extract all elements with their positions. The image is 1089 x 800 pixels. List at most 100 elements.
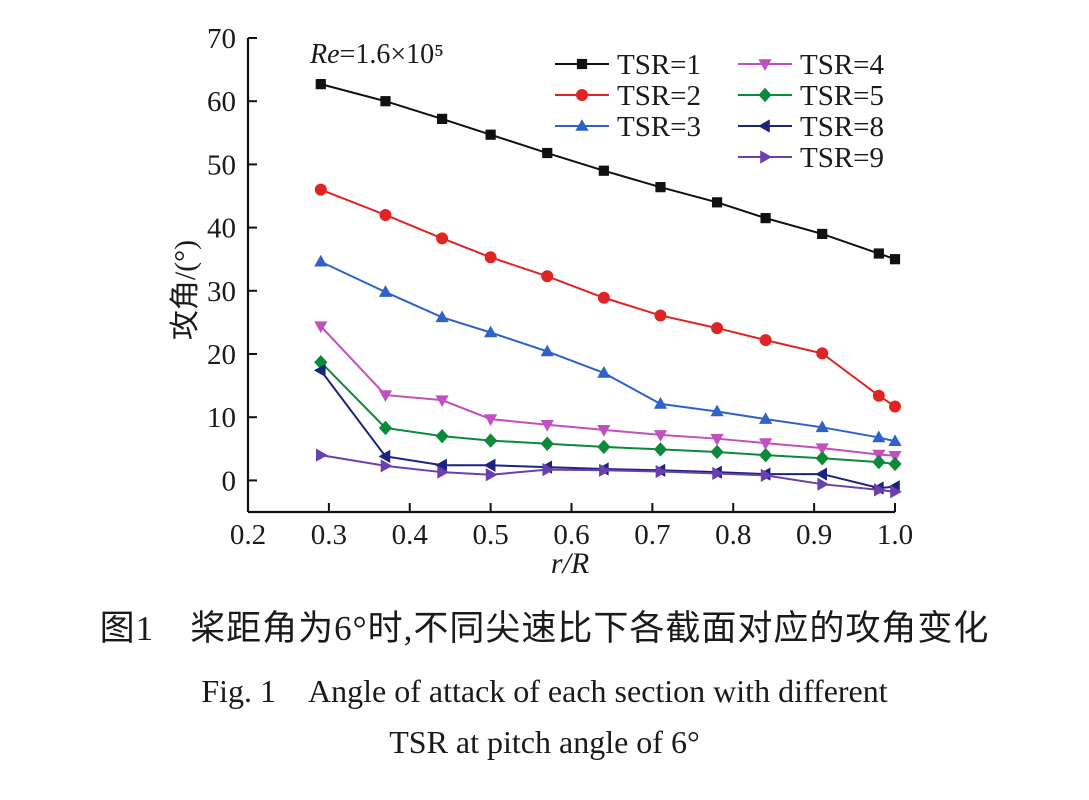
data-point (435, 395, 449, 408)
legend-label: TSR=8 (800, 111, 884, 143)
series-tsr-3 (314, 254, 902, 447)
x-tick-label: 0.2 (230, 519, 266, 551)
series-line (319, 369, 896, 489)
data-point (759, 334, 772, 347)
data-point (435, 428, 449, 444)
data-point (540, 436, 554, 451)
data-point (315, 448, 328, 462)
series-layer (313, 79, 902, 499)
axes: 0.2 0.3 0.4 0.5 0.6 0.7 0.8 0.9 1.0 0 10 20 30 40 50 60… (207, 23, 913, 551)
data-point (597, 291, 610, 304)
series-line (320, 188, 896, 408)
chart: 0.2 0.3 0.4 0.5 0.6 0.7 0.8 0.9 1.0 0 10 20 30 40 50 60… (169, 23, 913, 580)
data-point (653, 430, 668, 442)
data-point (711, 197, 723, 208)
data-point (710, 444, 724, 460)
y-tick-label: 0 (222, 465, 237, 497)
data-point (484, 325, 498, 338)
data-point (816, 347, 829, 360)
figure-caption-english-line2: TSR at pitch angle of 6° (389, 724, 700, 760)
x-axis-label: r/R (551, 547, 589, 580)
data-point (759, 447, 773, 463)
data-point (378, 390, 393, 402)
data-point (654, 309, 667, 322)
legend-item: TSR=9 (738, 142, 884, 174)
data-point (711, 322, 724, 335)
data-point (759, 438, 773, 451)
figure-caption-english-line1: Fig. 1 Angle of attack of each section w… (201, 673, 888, 709)
reynolds-annotation: Re=1.6×10⁵ (309, 39, 444, 70)
data-point (760, 213, 771, 224)
data-point (758, 59, 772, 71)
data-point (314, 183, 327, 196)
data-point (435, 458, 447, 472)
series-line (320, 325, 896, 457)
data-point (378, 285, 393, 297)
data-point (597, 439, 611, 455)
data-point (890, 485, 902, 499)
data-point (653, 397, 668, 409)
y-tick-label: 50 (207, 149, 236, 181)
data-point (485, 129, 496, 140)
x-tick-label: 0.7 (634, 519, 670, 551)
y-axis-label: 攻角/(°) (169, 240, 202, 340)
x-tick-label: 1.0 (877, 519, 913, 551)
series-tsr-9 (315, 448, 902, 499)
data-point (597, 425, 611, 437)
data-point (815, 467, 828, 481)
legend-label: TSR=5 (800, 80, 884, 112)
data-point (314, 355, 328, 370)
data-point (760, 468, 773, 482)
data-point (712, 466, 724, 481)
data-point (380, 459, 393, 473)
data-point (758, 119, 770, 133)
data-point (314, 321, 328, 334)
data-point (888, 456, 902, 472)
data-point (576, 89, 588, 101)
data-point (815, 451, 829, 466)
data-point (597, 366, 611, 378)
legend-label: TSR=1 (617, 49, 701, 81)
data-point (873, 248, 884, 259)
legend-item: TSR=1 (555, 49, 701, 81)
x-tick-label: 0.9 (796, 519, 832, 551)
data-point (759, 412, 773, 424)
data-point (485, 468, 498, 482)
data-point (541, 270, 554, 283)
data-point (889, 254, 901, 265)
series-tsr-1 (315, 79, 901, 265)
legend-label: TSR=3 (617, 111, 701, 143)
data-point (483, 458, 496, 472)
legend-label: TSR=4 (800, 49, 885, 81)
data-point (540, 344, 554, 357)
data-point (437, 113, 448, 124)
data-point (435, 310, 449, 323)
legend-item: TSR=8 (738, 111, 884, 143)
data-point (598, 165, 609, 176)
data-point (378, 420, 393, 436)
data-point (872, 430, 886, 443)
series-tsr-4 (314, 321, 902, 463)
data-point (888, 434, 902, 447)
y-tick-label: 60 (207, 86, 236, 118)
y-tick-label: 30 (207, 276, 236, 308)
legend-label: TSR=9 (800, 142, 884, 174)
series-line (320, 260, 896, 443)
data-point (484, 251, 497, 264)
data-point (314, 254, 328, 267)
series-line (320, 361, 896, 465)
x-tick-label: 0.6 (553, 519, 589, 551)
series-tsr-5 (314, 355, 902, 472)
data-point (874, 483, 886, 497)
series-line (320, 454, 896, 493)
data-point (817, 477, 830, 491)
data-point (576, 58, 588, 70)
data-point (379, 208, 392, 221)
data-point (710, 433, 724, 446)
y-tick-label: 10 (207, 402, 236, 434)
series-tsr-2 (314, 183, 901, 413)
data-point (653, 442, 668, 457)
data-point (378, 449, 391, 463)
data-point (542, 463, 555, 477)
data-point (484, 414, 498, 426)
